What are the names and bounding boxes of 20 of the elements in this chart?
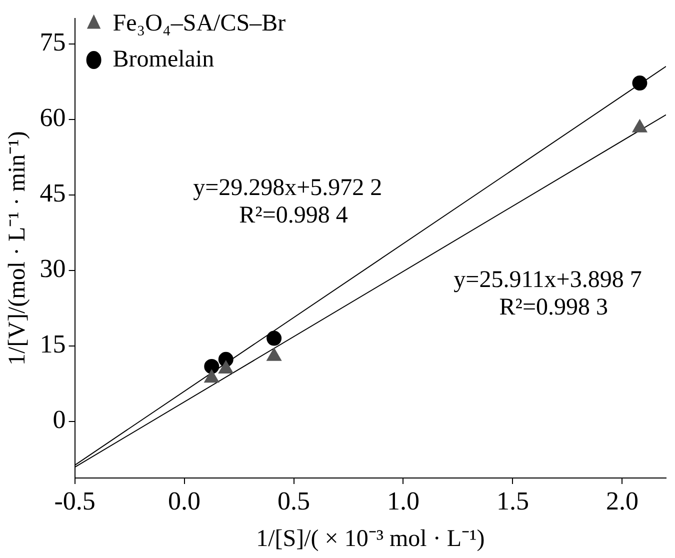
legend-label: Bromelain: [112, 46, 214, 72]
annotation: y=25.911x+3.898 7: [454, 266, 642, 293]
x-tick-label: 1.0: [386, 486, 420, 516]
x-tick-label: 1.5: [496, 486, 529, 516]
x-tick-label: 0.0: [168, 486, 201, 516]
y-tick-label: 45: [40, 178, 66, 208]
y-tick-label: 30: [40, 254, 66, 284]
x-tick-label: -0.5: [54, 486, 96, 516]
legend-label: Fe₃O₄–SA/CS–Br: [112, 10, 286, 36]
annotation: R²=0.998 4: [239, 202, 348, 228]
y-axis-title: 1/[V]/(mol · L⁻¹ · min⁻¹): [4, 131, 31, 366]
annotation: R²=0.998 3: [499, 294, 608, 320]
x-axis-title: 1/[S]/( × 10⁻³ mol · L⁻¹): [256, 526, 485, 552]
y-tick-label: 75: [40, 28, 66, 57]
annotation: y=29.298x+5.972 2: [193, 174, 382, 201]
x-tick-label: 2.0: [606, 486, 638, 516]
y-tick-label: 0: [52, 405, 66, 434]
y-tick-label: 60: [40, 103, 66, 132]
y-tick-label: 15: [40, 330, 66, 359]
x-tick-label: 0.5: [278, 486, 310, 516]
